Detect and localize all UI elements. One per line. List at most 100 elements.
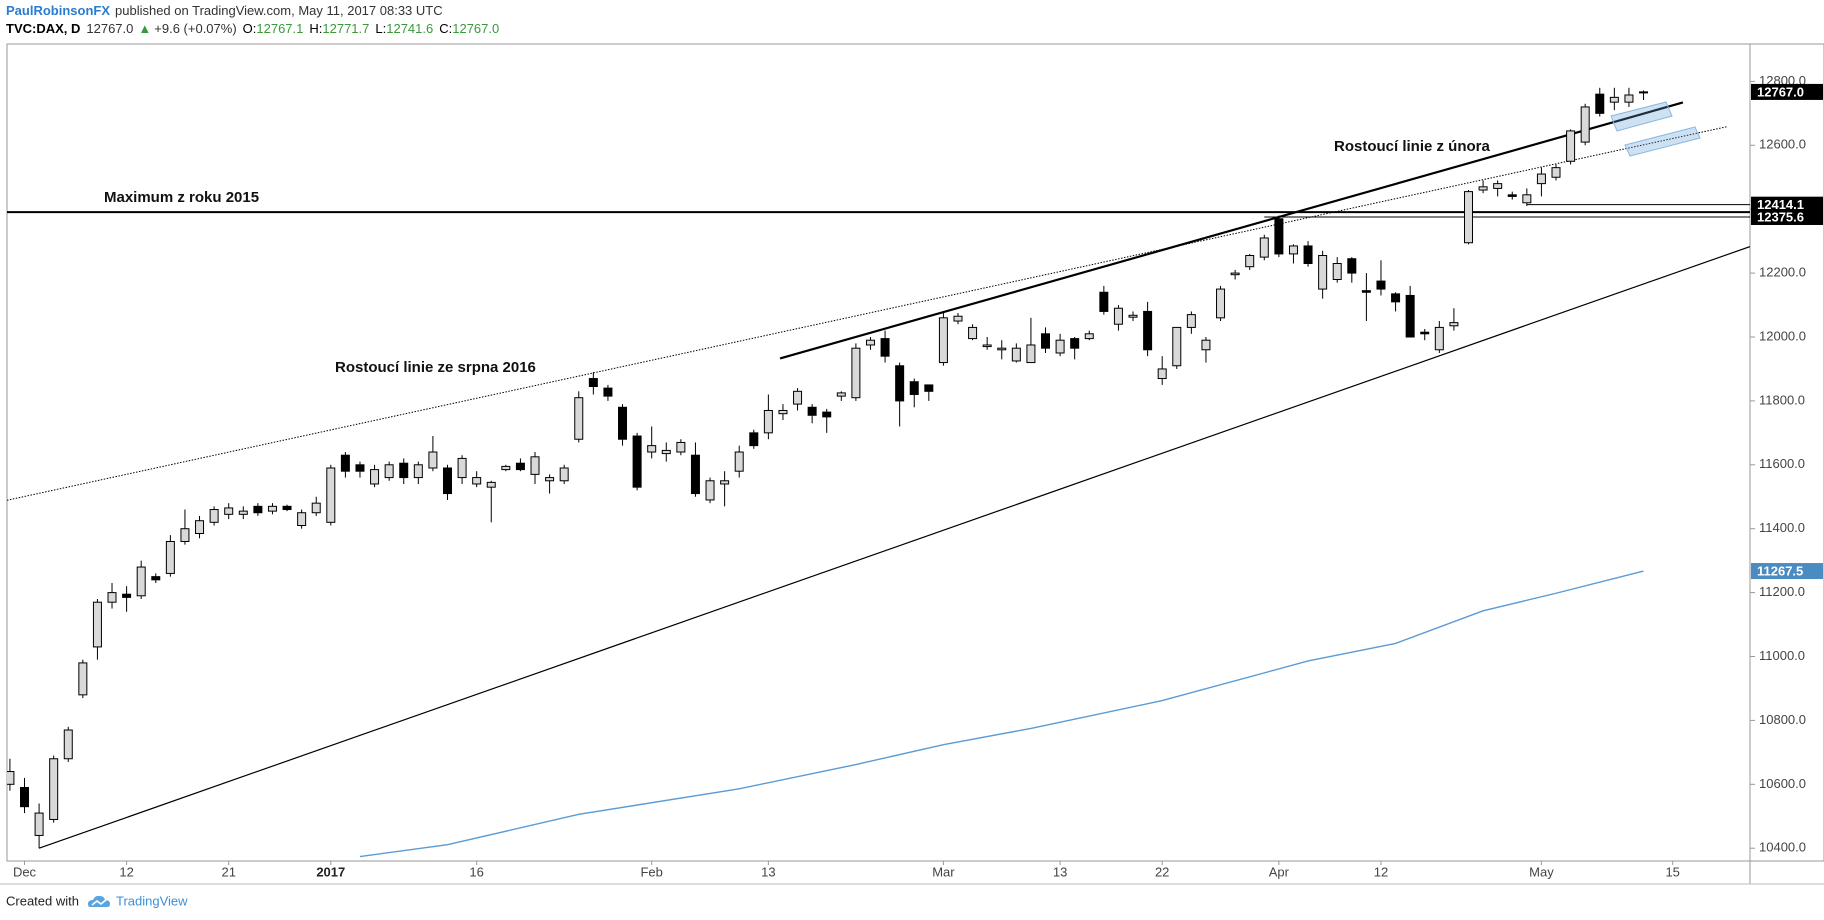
candle-body [1595, 93, 1605, 114]
candle-body [282, 505, 292, 511]
ohlc-value: 12771.7 [322, 21, 369, 36]
candle-body [865, 339, 875, 346]
candle-body [588, 378, 598, 388]
price-label-box [1751, 196, 1823, 213]
candle-body [180, 528, 190, 542]
candle-body [545, 477, 555, 482]
candle-body [734, 451, 744, 472]
symbol: TVC:DAX, D [6, 21, 80, 36]
y-tick-label: 10600.0 [1759, 776, 1806, 791]
candle-body [968, 326, 978, 340]
candle-body [1318, 255, 1328, 290]
candle-body [1609, 96, 1619, 103]
tradingview-logo[interactable] [88, 895, 110, 907]
candle-body [1551, 167, 1561, 178]
ohlc-value: 12767.1 [256, 21, 303, 36]
candle-body [34, 812, 44, 836]
candle-body [1143, 310, 1153, 351]
x-tick-label: 12 [1374, 864, 1388, 879]
candle-body [399, 462, 409, 479]
change: +9.6 (+0.07%) [154, 21, 236, 36]
y-tick-label: 10800.0 [1759, 712, 1806, 727]
candle-body [1405, 294, 1415, 338]
candle-body [793, 390, 803, 405]
price-label-box [1751, 83, 1823, 100]
x-tick-label: Dec [13, 864, 37, 879]
candle-body [195, 520, 205, 534]
y-tick-label: 11400.0 [1759, 520, 1805, 535]
trend-line [7, 126, 1727, 501]
candle-body [92, 601, 102, 648]
candle-body [1580, 106, 1590, 143]
candle-body [559, 467, 569, 482]
candle-body [1624, 94, 1634, 103]
candle-body [7, 771, 15, 785]
candle-body [1347, 258, 1357, 274]
candle-body [1026, 344, 1036, 364]
candle-body [253, 505, 263, 514]
candle-body [530, 456, 540, 475]
candle-body [1434, 326, 1444, 351]
candle-body [705, 480, 715, 501]
trend-line [38, 246, 1750, 849]
candle-body [1639, 91, 1649, 94]
candle-body [442, 467, 452, 495]
publisher[interactable]: PaulRobinsonFX [6, 3, 110, 18]
candle-body [603, 387, 613, 397]
candle-body [1463, 191, 1473, 244]
candle-body [720, 480, 730, 485]
plot [7, 87, 1750, 858]
candle-body [938, 317, 948, 364]
candle-body [1536, 173, 1546, 185]
candle-body [209, 509, 219, 523]
candle-body [1245, 255, 1255, 268]
price-label: 12767.0 [1757, 84, 1804, 99]
highlight-zone [1624, 126, 1701, 157]
candle-body [1128, 314, 1138, 318]
y-tick-label: 11200.0 [1759, 584, 1805, 599]
candle-body [676, 441, 686, 453]
candle-body [807, 406, 817, 416]
footer-created: Created with [6, 893, 79, 908]
candle-body [326, 467, 336, 523]
y-tick-label: 12200.0 [1759, 265, 1806, 280]
candle-body [1566, 130, 1576, 162]
candle-body [413, 464, 423, 479]
x-tick-label: 16 [469, 864, 483, 879]
candle-body [1011, 347, 1021, 362]
candle-body [647, 445, 657, 453]
x-tick-label: Mar [932, 864, 955, 879]
x-tick-label: 2017 [316, 864, 345, 879]
candle-body [909, 381, 919, 396]
y-tick-label: 10400.0 [1759, 840, 1806, 855]
price-label: 12414.1 [1757, 197, 1804, 212]
y-tick-label: 11000.0 [1759, 648, 1805, 663]
x-tick-label: 21 [221, 864, 235, 879]
annotation: Rostoucí linie z února [1334, 138, 1491, 155]
y-tick-label: 12600.0 [1759, 137, 1806, 152]
x-tick-label: Feb [640, 864, 662, 879]
candle-body [1420, 331, 1430, 335]
ohlc-value: 12741.6 [386, 21, 433, 36]
ohlc-value: 12767.0 [452, 21, 499, 36]
ohlc-key: O: [243, 21, 257, 36]
candle-body [953, 315, 963, 322]
y-tick-label: 11800.0 [1759, 392, 1805, 407]
candle-body [1099, 291, 1109, 312]
candle-body [574, 397, 584, 440]
footer-brand[interactable]: TradingView [116, 893, 188, 908]
ohlc-key: H: [309, 21, 322, 36]
y-tick-label: 12000.0 [1759, 328, 1806, 343]
candle-body [1332, 263, 1342, 280]
trend-line [779, 101, 1684, 360]
x-tick-label: May [1529, 864, 1554, 879]
candle-body [1522, 194, 1532, 204]
candle-body [1478, 186, 1488, 191]
candle-body [1216, 288, 1226, 319]
candle-body [107, 592, 117, 603]
candle-body [851, 347, 861, 399]
candle-body [515, 462, 525, 471]
candle-body [1172, 326, 1182, 367]
x-tick-label: 15 [1665, 864, 1679, 879]
candle-body [78, 662, 88, 696]
